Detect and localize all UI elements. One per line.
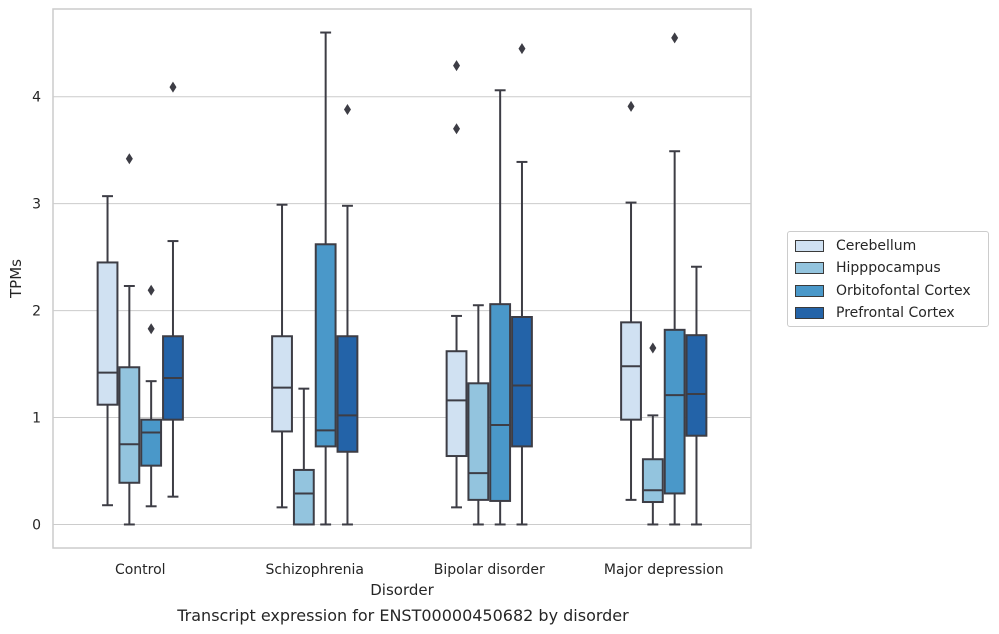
box — [336, 335, 359, 453]
outlier-point — [627, 100, 635, 112]
box — [685, 334, 708, 437]
figure-caption: Transcript expression for ENST0000045068… — [177, 606, 629, 625]
outlier-point — [671, 32, 679, 44]
plot-frame — [52, 8, 752, 549]
outlier-point — [453, 123, 461, 135]
box — [467, 382, 490, 501]
outlier-point — [343, 104, 351, 116]
x-tick-label: Bipolar disorder — [434, 562, 545, 578]
x-tick-label: Schizophrenia — [266, 562, 364, 578]
box — [96, 261, 119, 406]
x-axis-label: Disorder — [370, 581, 434, 599]
box — [271, 335, 293, 433]
box — [314, 243, 337, 448]
y-axis-label: TPMs — [7, 259, 25, 299]
legend: Cerebellum Hipppocampus Orbitofontal Cor… — [787, 231, 989, 327]
box — [641, 458, 664, 504]
outlier-point — [649, 342, 657, 354]
legend-swatch-orbitofrontal — [795, 285, 824, 297]
legend-item-prefrontal: Prefrontal Cortex — [795, 304, 955, 322]
outlier-point — [147, 323, 155, 335]
legend-label-orbitofrontal: Orbitofontal Cortex — [836, 283, 971, 299]
legend-item-cerebellum: Cerebellum — [795, 237, 916, 255]
legend-item-hippocampus: Hipppocampus — [795, 259, 941, 277]
legend-label-hippocampus: Hipppocampus — [836, 260, 941, 276]
box — [620, 321, 642, 421]
legend-swatch-prefrontal — [795, 307, 824, 319]
box — [292, 468, 315, 526]
y-tick-label: 2 — [32, 304, 41, 320]
box — [663, 328, 686, 495]
y-tick-label: 4 — [32, 90, 41, 106]
legend-item-orbitofrontal: Orbitofontal Cortex — [795, 282, 971, 300]
outlier-point — [125, 153, 133, 165]
box — [511, 316, 533, 448]
legend-swatch-hippocampus — [795, 262, 824, 274]
outlier-point — [518, 43, 526, 55]
legend-label-prefrontal: Prefrontal Cortex — [836, 305, 955, 321]
y-tick-label: 1 — [32, 411, 41, 427]
legend-swatch-cerebellum — [795, 240, 824, 252]
box — [489, 303, 512, 502]
y-tick-label: 3 — [32, 197, 41, 213]
outlier-point — [453, 60, 461, 72]
outlier-point — [147, 284, 155, 296]
x-tick-label: Major depression — [604, 562, 724, 578]
x-tick-label: Control — [115, 562, 166, 578]
y-tick-label: 0 — [32, 517, 41, 533]
box — [118, 366, 141, 484]
legend-label-cerebellum: Cerebellum — [836, 238, 917, 254]
box — [445, 350, 468, 458]
box — [140, 418, 163, 467]
outlier-point — [169, 81, 177, 93]
